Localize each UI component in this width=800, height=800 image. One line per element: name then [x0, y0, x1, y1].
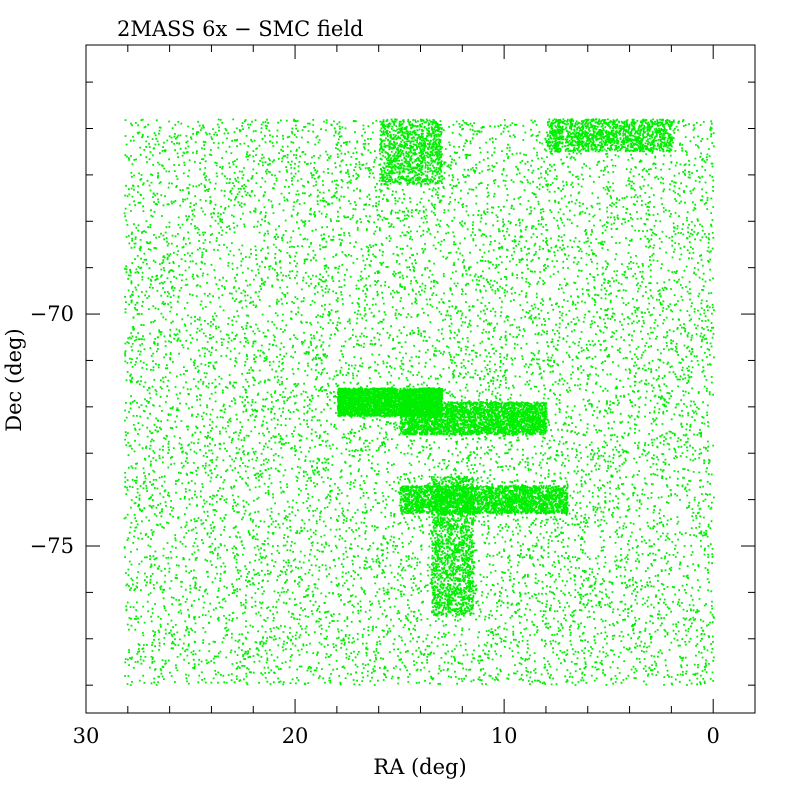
y-axis-label: Dec (deg): [2, 328, 26, 431]
x-axis-label: RA (deg): [373, 755, 466, 779]
y-tick-label: −75: [30, 534, 74, 558]
x-tick-label: 20: [282, 724, 309, 748]
x-tick-label: 30: [73, 724, 100, 748]
star-points: [123, 118, 715, 686]
y-tick-label: −70: [30, 302, 74, 326]
x-tick-label: 0: [707, 724, 720, 748]
x-tick-label: 10: [491, 724, 518, 748]
data-points: [123, 118, 715, 686]
chart-title: 2MASS 6x − SMC field: [117, 17, 363, 41]
axis-ticks: 30 20 10 0 −70 −75: [30, 45, 756, 748]
